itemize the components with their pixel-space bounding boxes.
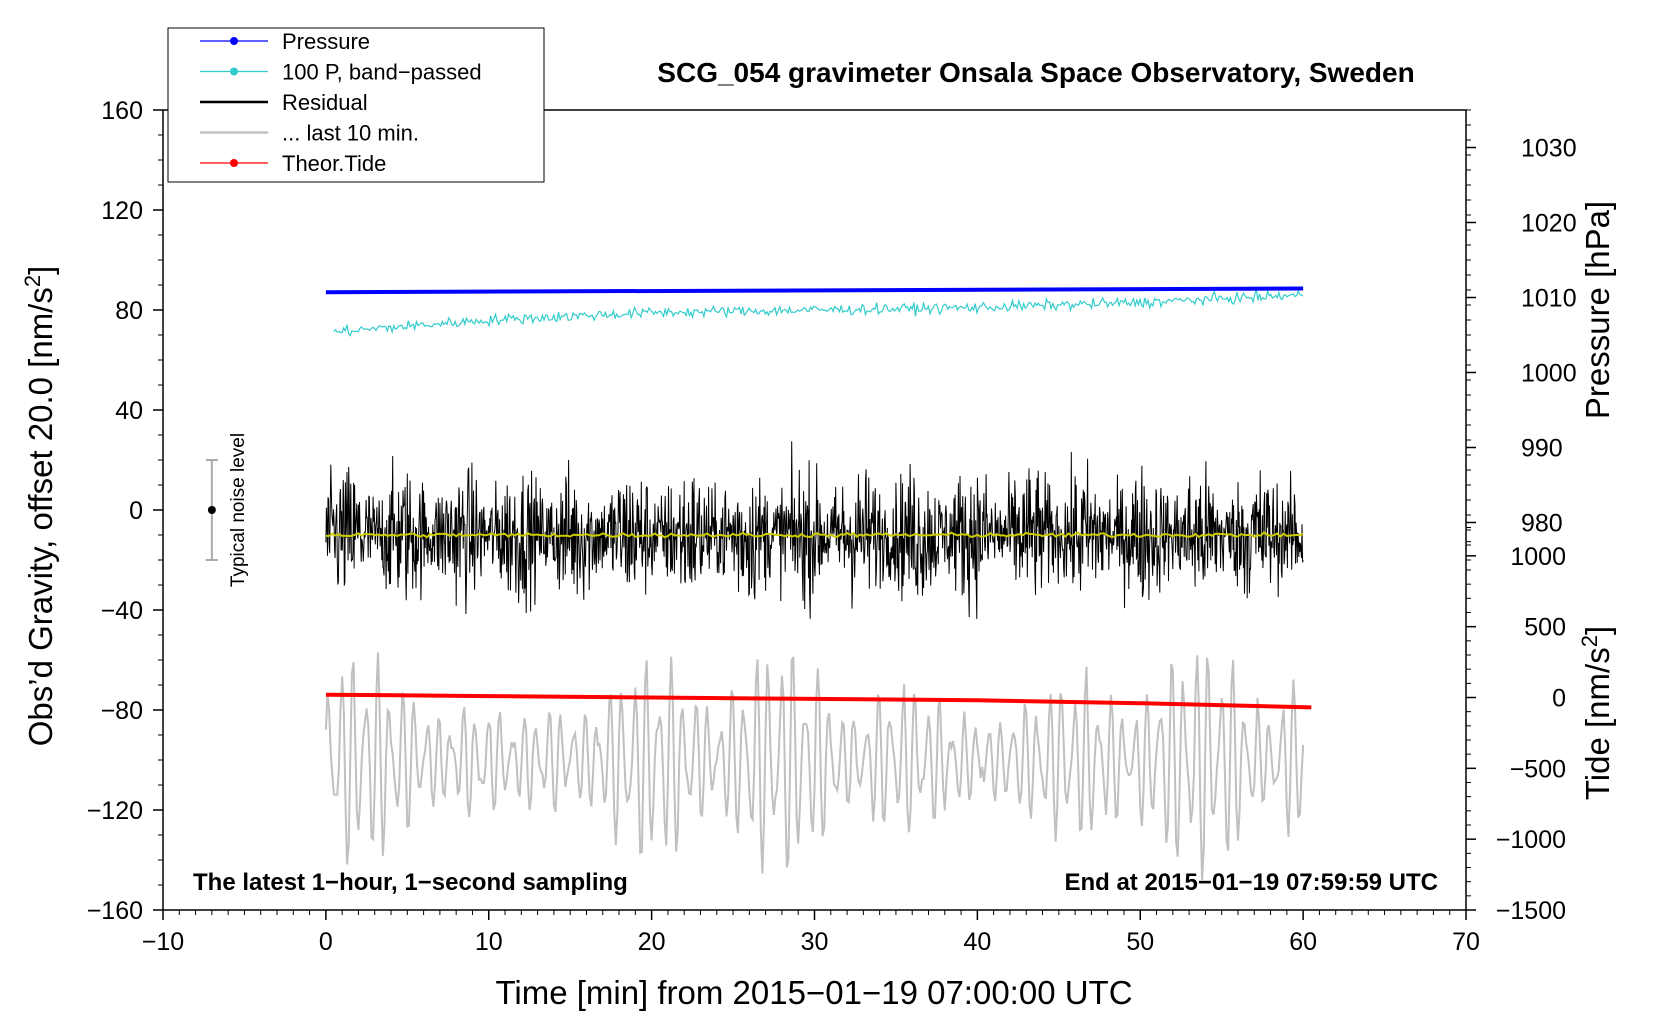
y-tide-tick-label: −1000 <box>1496 826 1566 854</box>
x-tick-label: 10 <box>475 928 503 956</box>
y-tide-tick-label: 0 <box>1552 685 1566 713</box>
y-axis-left-title: Obs’d Gravity, offset 20.0 [nm/s2] <box>20 266 60 747</box>
chart-title: SCG_054 gravimeter Onsala Space Observat… <box>657 57 1414 88</box>
y-left-tick-label: 40 <box>115 397 143 425</box>
y-left-tick-label: 160 <box>101 97 143 125</box>
noise-bar-label: Typical noise level <box>228 433 249 587</box>
legend-label-pressure: Pressure <box>282 29 370 54</box>
series-last-10-min-line <box>324 652 1305 881</box>
y-pressure-tick-label: 1030 <box>1521 135 1577 163</box>
y-left-tick-label: 80 <box>115 297 143 325</box>
y-axis-tide-title-exp: 2 <box>1577 635 1602 647</box>
y-tide-tick-label: −500 <box>1510 755 1566 783</box>
x-tick-label: 20 <box>638 928 666 956</box>
series-residual-mean-line <box>325 530 1304 539</box>
legend: Pressure 100 P, band−passed Residual ... la… <box>167 27 545 183</box>
y-left-tick-label: −40 <box>101 597 143 625</box>
y-tide-tick-label: 1000 <box>1510 543 1566 571</box>
x-tick-label: 30 <box>801 928 829 956</box>
y-left-tick-label: −120 <box>87 797 143 825</box>
y-axis-pressure-title: Pressure [hPa] <box>1579 201 1616 419</box>
legend-marker-theor-tide <box>230 159 238 167</box>
legend-label-last-10-min: ... last 10 min. <box>282 121 419 146</box>
series-tide-line <box>325 692 1312 710</box>
x-tick-label: 0 <box>319 928 333 956</box>
x-tick-label: 60 <box>1289 928 1317 956</box>
x-tick-label: 70 <box>1452 928 1480 956</box>
series-pressure-line <box>325 286 1304 295</box>
legend-label-theor-tide: Theor.Tide <box>282 151 386 176</box>
y-axis-pressure: 1030 1020 1010 1000 990 980 <box>1466 109 1577 561</box>
y-axis-left-title-end: ] <box>22 266 59 275</box>
x-axis-title: Time [min] from 2015−01−19 07:00:00 UTC <box>495 974 1132 1011</box>
y-left-tick-label: 0 <box>129 497 143 525</box>
y-tide-tick-label: 500 <box>1524 614 1566 642</box>
y-left-tick-label: −160 <box>87 897 143 925</box>
y-pressure-tick-label: 990 <box>1521 435 1563 463</box>
noise-bar-center-dot <box>207 506 216 514</box>
y-axis-left-title-text: Obs’d Gravity, offset 20.0 [nm/s <box>22 287 59 746</box>
x-tick-label: −10 <box>142 928 184 956</box>
y-pressure-tick-label: 1010 <box>1521 285 1577 313</box>
y-axis-left: 160 120 80 40 0 −40 −80 −120 −160 <box>87 97 163 925</box>
y-left-tick-label: −80 <box>101 697 143 725</box>
y-axis-tide-title-end: ] <box>1579 626 1616 635</box>
series-residual-line <box>325 441 1304 619</box>
y-axis-tide-title: Tide [nm/s2] <box>1577 626 1617 800</box>
series-layer <box>324 286 1312 881</box>
legend-label-100-p-band-passed: 100 P, band−passed <box>282 60 482 85</box>
noise-bar <box>205 459 218 561</box>
y-pressure-tick-label: 1000 <box>1521 360 1577 388</box>
y-axis-tide: 1000 500 0 −500 −1000 −1500 <box>1466 527 1566 925</box>
y-tide-tick-label: −1500 <box>1496 897 1566 925</box>
y-axis-tide-title-text: Tide [nm/s <box>1579 647 1616 800</box>
legend-box <box>167 27 545 183</box>
y-pressure-tick-label: 1020 <box>1521 210 1577 238</box>
x-tick-label: 40 <box>963 928 991 956</box>
y-pressure-tick-label: 980 <box>1521 510 1563 538</box>
legend-marker-pressure <box>230 37 238 45</box>
y-axis-left-title-exp: 2 <box>20 275 45 287</box>
annotation-bottom-right: End at 2015−01−19 07:59:59 UTC <box>1064 869 1438 896</box>
annotation-bottom-left: The latest 1−hour, 1−second sampling <box>193 869 628 896</box>
legend-marker-100-p-band-passed <box>230 67 238 76</box>
x-axis: −10 0 10 20 30 40 50 60 70 <box>142 910 1480 956</box>
series-band-passed-line <box>333 288 1304 337</box>
x-tick-label: 50 <box>1126 928 1154 956</box>
y-left-tick-label: 120 <box>101 197 143 225</box>
legend-label-residual: Residual <box>282 90 368 115</box>
